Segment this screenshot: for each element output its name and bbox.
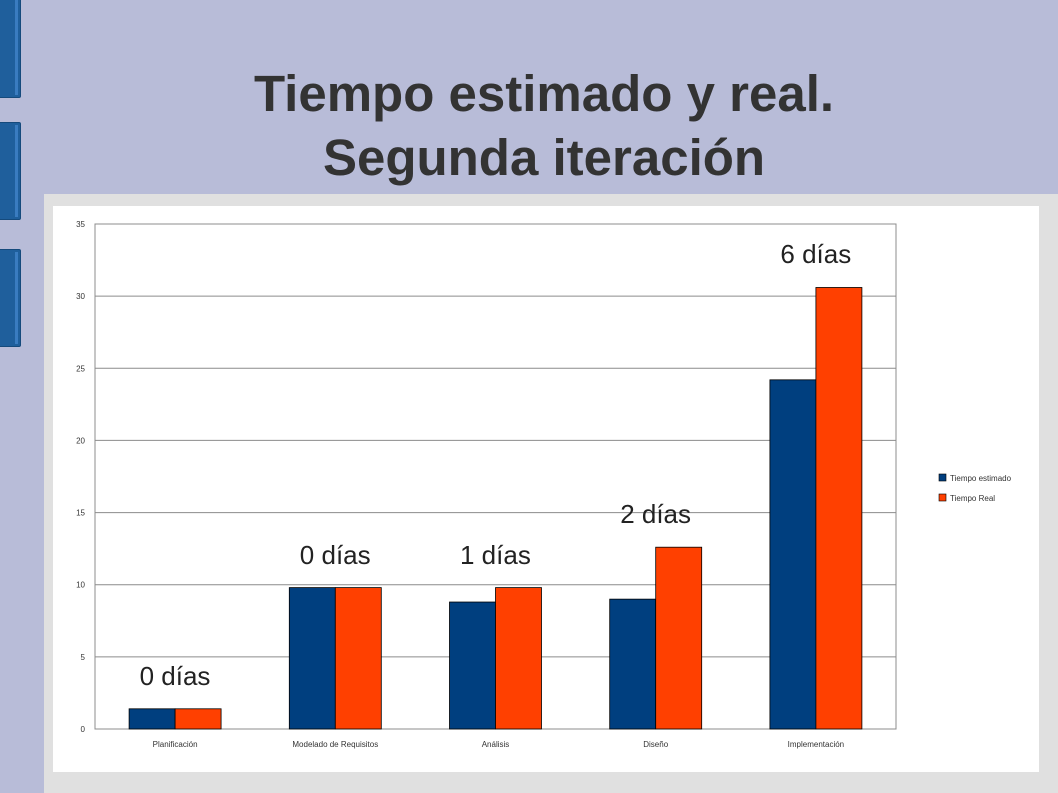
legend-swatch [938,473,947,482]
bar-estimado [609,598,657,730]
y-tick-label: 0 [81,725,86,734]
side-tab-2 [0,122,21,220]
x-tick-label: Implementación [788,740,844,749]
side-tab-3 [0,249,21,347]
side-tab-1 [0,0,21,98]
slide-title: Tiempo estimado y real. Segunda iteració… [44,62,1044,190]
bar-real [815,287,863,730]
bar-estimado [128,708,176,730]
left-strip [0,0,44,793]
bar-annotation: 0 días [299,539,371,570]
bar-real [495,587,542,730]
bar-real [334,587,382,730]
slide-title-line-2: Segunda iteración [322,129,766,186]
bar-annotation: 6 días [780,239,852,270]
legend-label: Tiempo Real [950,494,995,503]
legend-label: Tiempo estimado [950,474,1012,483]
bar-real [174,708,222,730]
bar-estimado [449,601,496,730]
x-tick-label: Planificación [153,740,198,749]
y-tick-label: 10 [76,581,85,590]
bar-annotation: 1 días [460,539,531,570]
bar-estimado [288,587,336,730]
y-tick-label: 25 [76,364,85,373]
bar-estimado [769,379,817,730]
x-tick-label: Diseño [643,740,668,749]
y-tick-label: 35 [76,220,85,229]
y-tick-label: 30 [76,292,85,301]
y-tick-label: 20 [76,436,85,445]
x-tick-label: Análisis [482,740,510,749]
x-tick-label: Modelado de Requisitos [292,740,378,749]
slide-title-line-1: Tiempo estimado y real. [253,65,835,122]
y-tick-label: 5 [81,653,86,662]
bar-annotation: 2 días [620,499,692,530]
y-tick-label: 15 [76,509,85,518]
bar-annotation: 0 días [139,660,211,691]
bar-real [655,546,703,730]
legend-swatch [938,493,947,502]
